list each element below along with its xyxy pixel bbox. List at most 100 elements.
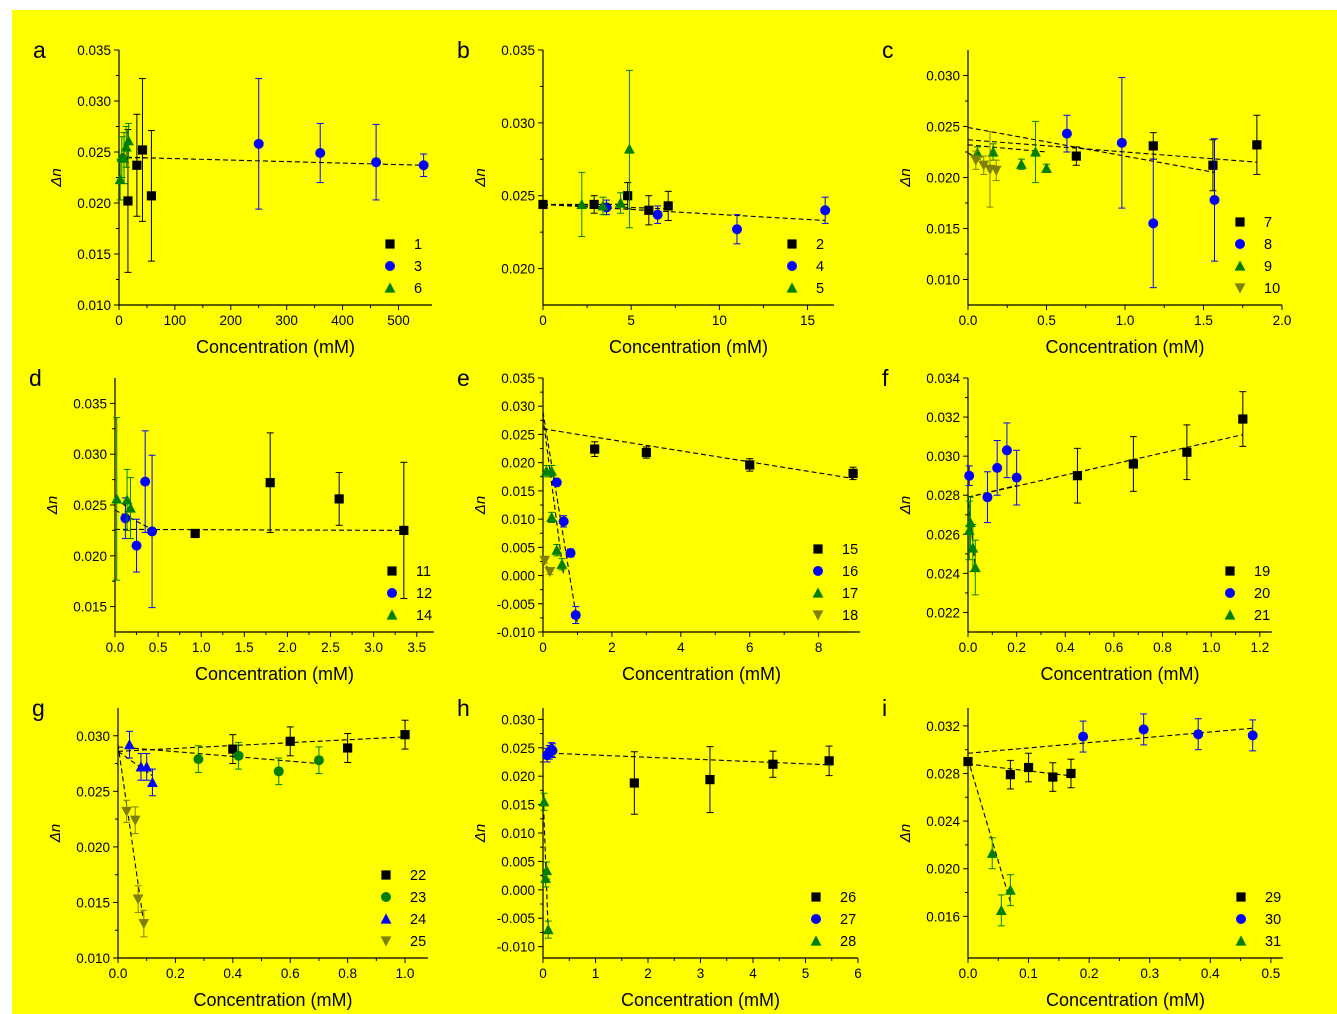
data-point — [1072, 471, 1083, 481]
y-tick-label: 0.010 — [926, 273, 960, 288]
data-point — [963, 756, 973, 767]
x-tick-label: 100 — [164, 313, 187, 328]
series-5 — [543, 69, 635, 238]
legend-label: 27 — [840, 912, 856, 928]
legend: 2 4 5 — [786, 237, 824, 297]
x-tick-label: 0.5 — [1037, 313, 1056, 328]
x-tick-label: 0.4 — [223, 966, 242, 981]
data-point — [343, 743, 353, 753]
data-point — [190, 528, 200, 539]
series-17 — [541, 417, 568, 576]
x-tick-label: 0.4 — [1201, 966, 1220, 981]
legend-label: 19 — [1254, 564, 1270, 580]
data-point — [539, 555, 551, 566]
x-tick-label: 1.0 — [1116, 313, 1135, 328]
x-tick-label: 0.8 — [338, 966, 357, 981]
x-tick-label: 10 — [712, 313, 727, 328]
legend-marker — [385, 261, 395, 271]
data-point — [969, 561, 981, 573]
legend-label: 16 — [842, 564, 858, 580]
data-point — [978, 160, 990, 171]
data-point — [964, 470, 975, 481]
x-tick-label: 0.2 — [1080, 966, 1099, 981]
x-tick-label: 0.1 — [1019, 966, 1038, 981]
legend-label: 23 — [410, 890, 426, 906]
x-tick-label: 0.0 — [959, 640, 978, 655]
data-point — [990, 165, 1002, 176]
data-point — [1066, 768, 1076, 779]
y-tick-label: 0.020 — [926, 171, 960, 186]
y-tick-label: 0.032 — [926, 410, 960, 425]
y-tick-label: 0.035 — [77, 43, 111, 58]
data-point — [1048, 772, 1058, 782]
legend-label: 31 — [1265, 934, 1281, 950]
y-tick-label: 0.020 — [76, 840, 110, 855]
data-point — [547, 745, 558, 756]
x-tick-label: 2.5 — [321, 640, 340, 655]
x-tick-label: 0.2 — [1007, 640, 1026, 655]
data-point — [629, 778, 639, 788]
legend: 29 30 31 — [1235, 890, 1281, 950]
data-point — [732, 224, 742, 235]
data-point — [546, 511, 558, 523]
y-tick-label: 0.025 — [76, 784, 110, 799]
legend: 26 27 28 — [810, 890, 856, 950]
y-tick-label: 0.028 — [926, 488, 960, 503]
legend-marker — [385, 239, 395, 249]
y-axis-title: Δn — [897, 168, 914, 187]
x-tick-label: 0.0 — [109, 966, 128, 981]
y-tick-label: 0.005 — [501, 540, 535, 555]
legend-marker — [810, 935, 822, 946]
panel-e: 0 2 4 6 8 -0.010 -0.005 0.000 0.005 0.010 0.015 0.0… — [457, 365, 860, 684]
figure-background — [12, 10, 1337, 1014]
data-point — [624, 143, 635, 154]
y-axis-title: Δn — [472, 168, 489, 187]
y-tick-label: 0.032 — [926, 719, 960, 734]
data-point — [193, 754, 204, 765]
legend-marker — [380, 913, 392, 924]
y-tick-label: 0.025 — [73, 498, 107, 513]
y-tick-label: 0.030 — [926, 69, 960, 84]
series-8 — [967, 77, 1220, 289]
panel-letter: a — [33, 37, 46, 63]
legend-label: 14 — [416, 608, 432, 624]
series-19 — [967, 391, 1248, 504]
data-point — [546, 465, 558, 476]
legend: 15 16 17 18 — [812, 542, 858, 624]
legend-label: 8 — [1264, 237, 1272, 253]
series-31 — [967, 759, 1016, 927]
y-tick-label: 0.030 — [77, 94, 111, 109]
x-axis-title: Concentration (mM) — [195, 664, 354, 684]
legend-label: 18 — [842, 608, 858, 624]
data-point — [253, 138, 264, 149]
fit-line — [967, 759, 1011, 903]
fit-line — [542, 417, 565, 576]
fit-line — [967, 434, 1243, 498]
data-point — [558, 516, 569, 527]
y-axis-title: Δn — [897, 496, 914, 515]
data-point — [982, 492, 993, 503]
panel-letter: b — [457, 37, 470, 63]
data-point — [334, 494, 344, 504]
data-point — [1182, 447, 1192, 457]
legend: 11 12 14 — [386, 564, 432, 624]
data-point — [570, 610, 581, 621]
series-28 — [538, 790, 554, 939]
data-point — [745, 460, 755, 470]
data-point — [615, 197, 626, 208]
y-tick-label: 0.024 — [926, 566, 960, 581]
y-tick-label: 0.010 — [77, 298, 111, 313]
data-point — [542, 923, 554, 935]
data-point — [121, 806, 133, 817]
legend-marker — [387, 588, 397, 598]
series-11 — [114, 432, 409, 599]
data-point — [1148, 218, 1159, 229]
panel-c: 0.0 0.5 1.0 1.5 2.0 0.010 0.015 0.020 0.025 0.030… — [882, 37, 1291, 357]
data-point — [1138, 724, 1149, 735]
y-tick-label: 0.000 — [501, 569, 535, 584]
y-tick-label: 0.025 — [501, 427, 535, 442]
data-point — [147, 776, 158, 788]
x-tick-label: 0.0 — [959, 966, 978, 981]
legend-marker — [1235, 217, 1245, 227]
x-tick-label: 0.2 — [166, 966, 185, 981]
